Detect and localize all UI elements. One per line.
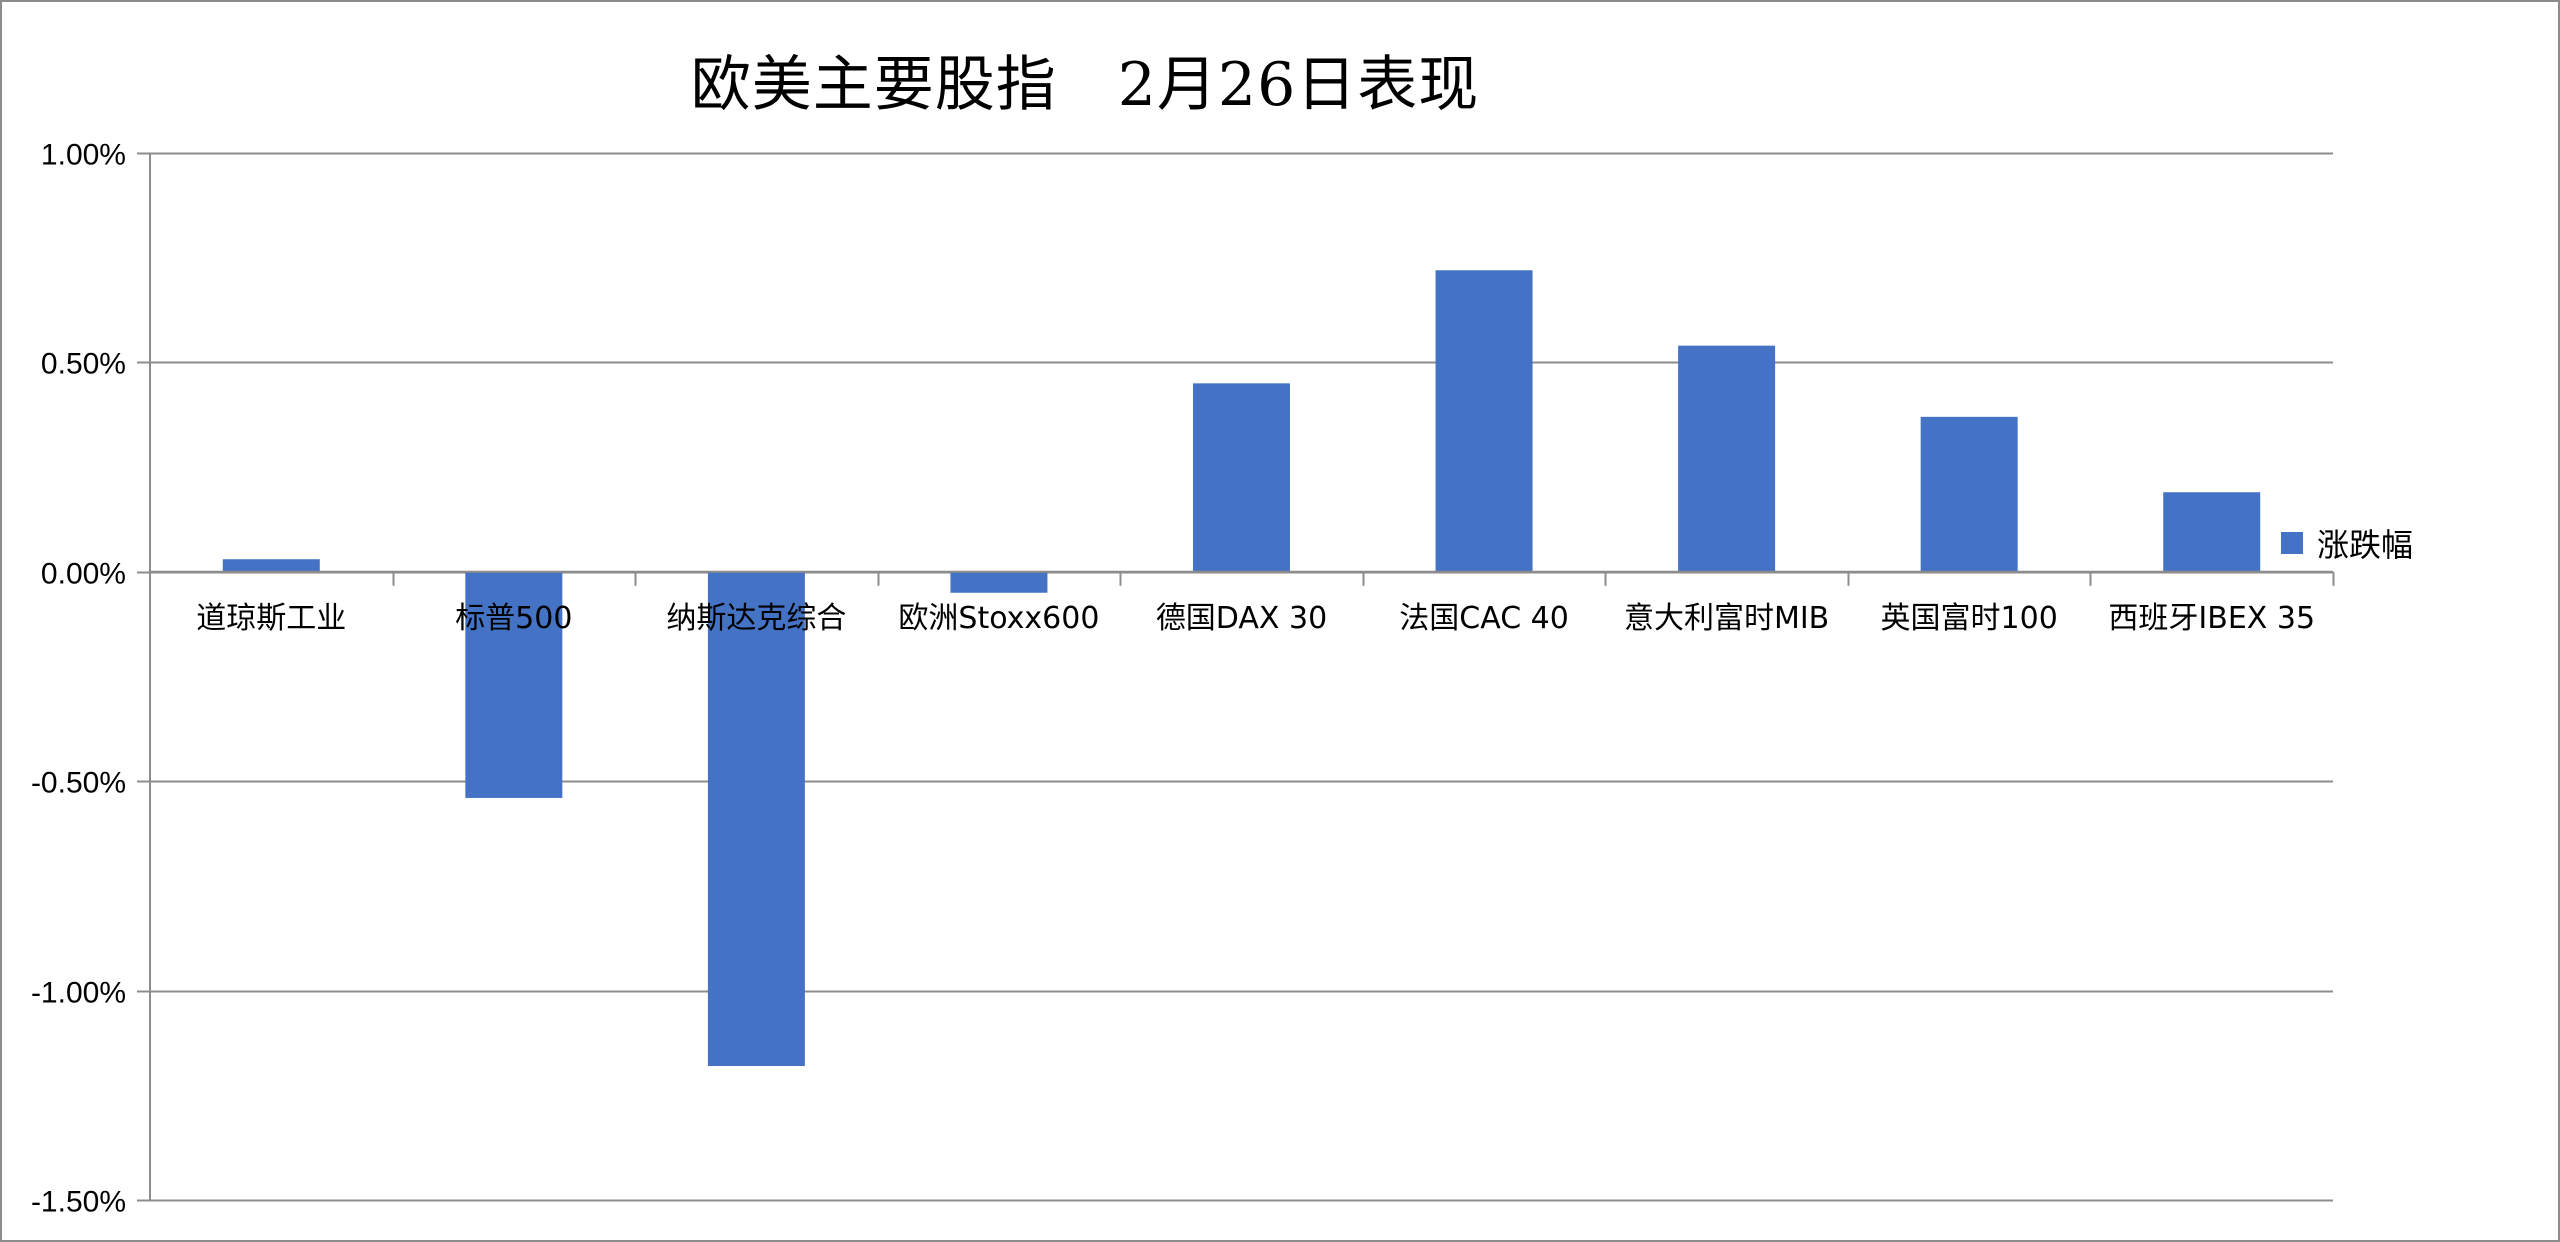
- x-category-label: 德国DAX 30: [1156, 601, 1327, 636]
- bar: [465, 571, 563, 798]
- bar: [707, 571, 805, 1066]
- legend-swatch: [2281, 532, 2303, 554]
- x-category-label: 纳斯达克综合: [666, 601, 846, 636]
- bar: [2163, 492, 2261, 572]
- x-category-label: 英国富时100: [1881, 601, 2058, 636]
- bar: [222, 559, 320, 572]
- y-tick-label: -1.50%: [31, 1186, 126, 1219]
- x-category-label: 欧洲Stoxx600: [898, 601, 1099, 636]
- bar: [950, 571, 1048, 593]
- y-tick-label: -1.00%: [31, 977, 126, 1010]
- x-category-label: 西班牙IBEX 35: [2108, 601, 2315, 636]
- legend: 涨跌幅: [2281, 520, 2413, 566]
- y-tick-label: 1.00%: [41, 139, 126, 172]
- x-category-label: 意大利富时MIB: [1624, 601, 1829, 636]
- chart-title: 欧美主要股指 2月26日表现: [690, 50, 1480, 120]
- bar: [1193, 383, 1290, 572]
- x-category-label: 标普500: [455, 601, 572, 636]
- x-category-label: 法国CAC 40: [1399, 601, 1569, 636]
- y-tick-label: -0.50%: [31, 767, 126, 800]
- bar: [1678, 345, 1776, 572]
- bar: [1435, 270, 1533, 572]
- x-category-label: 道琼斯工业: [196, 601, 346, 636]
- y-tick-label: 0.50%: [41, 348, 126, 381]
- bar: [1920, 416, 2018, 572]
- legend-label: 涨跌幅: [2317, 526, 2414, 564]
- y-tick-label: 0.00%: [41, 558, 126, 591]
